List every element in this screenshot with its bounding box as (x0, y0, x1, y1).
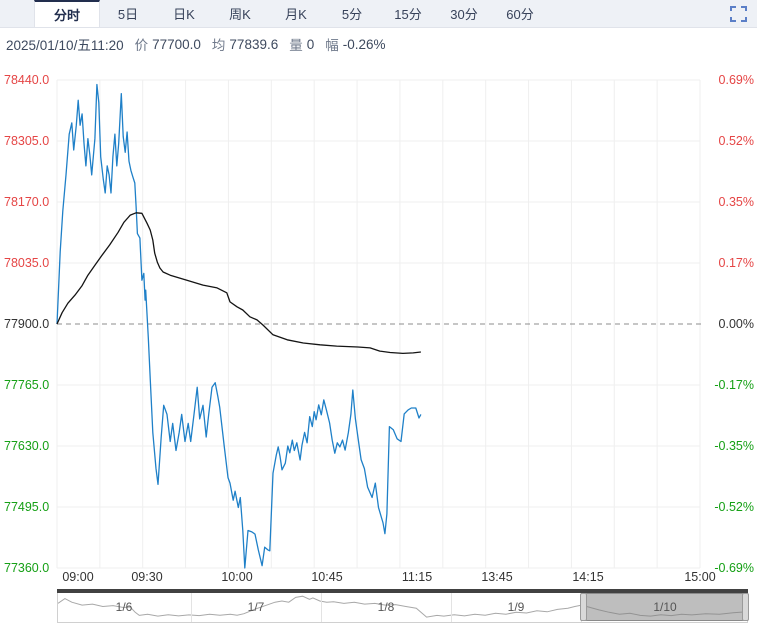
tab-fenshi[interactable]: 分时 (34, 0, 100, 27)
navigator-date-label: 1/8 (377, 600, 395, 614)
navigator-separator (451, 593, 452, 622)
x-axis-label: 11:15 (401, 570, 433, 584)
navigator-date-label: 1/7 (247, 600, 265, 614)
avg-value: 77839.6 (229, 36, 279, 52)
range-selection[interactable] (580, 593, 749, 621)
axis-divider-bar (57, 589, 748, 593)
x-axis-label: 09:30 (131, 570, 163, 584)
fullscreen-icon (730, 5, 747, 22)
price-line (56, 83, 422, 569)
x-axis-label: 14:15 (572, 570, 604, 584)
x-axis-label: 10:45 (311, 570, 343, 584)
y-axis-label-left: 78305.0 (4, 134, 50, 148)
navigator-date-label: 1/6 (115, 600, 133, 614)
y-axis-label-right: -0.69% (714, 561, 754, 575)
quote-datetime: 2025/01/10/五11:20 (6, 38, 124, 53)
range-handle-right[interactable] (742, 593, 749, 621)
change-value: -0.26% (342, 36, 386, 52)
y-axis-label-right: 0.00% (718, 317, 754, 331)
tab-week-k[interactable]: 周K (229, 7, 251, 22)
period-tabbar: 分时 5日 日K 周K 月K 5分 15分 30分 60分 (0, 0, 757, 28)
y-axis-label-right: 0.35% (718, 195, 754, 209)
tab-day-k[interactable]: 日K (173, 7, 195, 22)
x-axis-label: 13:45 (481, 570, 513, 584)
y-axis-label-right: -0.35% (714, 439, 754, 453)
y-axis-label-left: 77360.0 (4, 561, 50, 575)
price-value: 77700.0 (152, 36, 201, 52)
tab-5day[interactable]: 5日 (117, 7, 139, 22)
y-axis-label-left: 77765.0 (4, 378, 50, 392)
y-axis-label-left: 78170.0 (4, 195, 50, 209)
y-axis-label-left: 77495.0 (4, 500, 50, 514)
tab-5min[interactable]: 5分 (341, 7, 363, 22)
y-axis-label-left: 78035.0 (4, 256, 50, 270)
y-axis-label-right: -0.17% (714, 378, 754, 392)
x-axis-label: 15:00 (684, 570, 716, 584)
intraday-chart: 78440.0 78305.0 78170.0 78035.0 77900.0 … (0, 60, 757, 629)
tab-60min[interactable]: 60分 (506, 7, 534, 22)
y-axis-label-left: 77630.0 (4, 439, 50, 453)
y-axis-label-right: 0.17% (718, 256, 754, 270)
fullscreen-button[interactable] (730, 0, 747, 27)
date-range-navigator[interactable]: 1/6 1/7 1/8 1/9 1/10 (57, 593, 749, 623)
x-axis-label: 09:00 (62, 570, 94, 584)
quote-infobar: 2025/01/10/五11:20 价 77700.0 均 77839.6 量 … (0, 28, 757, 60)
change-label: 幅 (325, 38, 339, 53)
y-axis-label-right: 0.52% (718, 134, 754, 148)
y-axis-label-left: 77900.0 (4, 317, 50, 331)
average-line (56, 212, 421, 355)
chart-canvas (56, 79, 704, 569)
tab-30min[interactable]: 30分 (450, 7, 478, 22)
y-axis-label-right: -0.52% (714, 500, 754, 514)
tab-month-k[interactable]: 月K (285, 7, 307, 22)
y-axis-label-right: 0.69% (718, 73, 754, 87)
volume-label: 量 (289, 38, 303, 53)
navigator-separator (191, 593, 192, 622)
y-axis-label-left: 78440.0 (4, 73, 50, 87)
avg-label: 均 (211, 38, 226, 53)
x-axis-label: 10:00 (221, 570, 253, 584)
price-label: 价 (134, 38, 149, 53)
navigator-date-label: 1/10 (653, 600, 677, 614)
navigator-date-label: 1/9 (507, 600, 525, 614)
volume-value: 0 (306, 36, 315, 52)
navigator-separator (321, 593, 322, 622)
tab-15min[interactable]: 15分 (394, 7, 422, 22)
range-handle-left[interactable] (580, 593, 587, 621)
